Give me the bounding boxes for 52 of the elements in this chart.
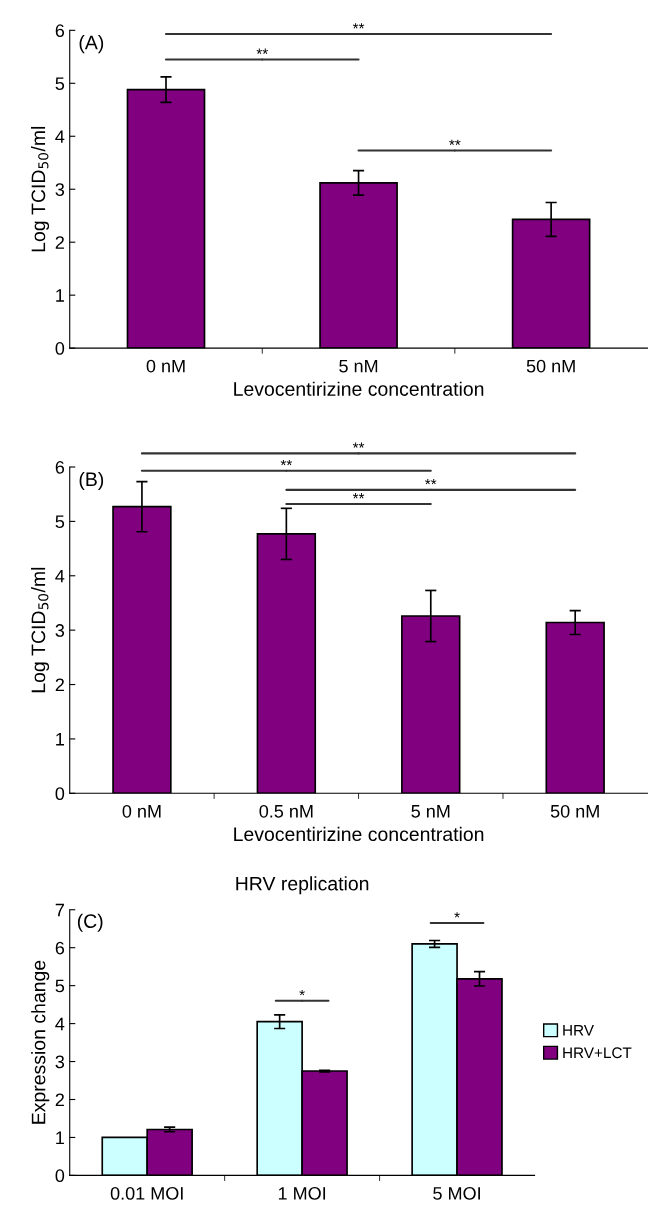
y-tick-label: 3	[55, 183, 65, 196]
annotation: **	[449, 139, 461, 146]
annotation: (B)	[79, 471, 104, 491]
x-tick-label: 1 MOI	[278, 1186, 326, 1200]
legend-label: HRV+LCT	[563, 1047, 632, 1059]
y-tick-label: 5	[55, 77, 65, 91]
x-tick-label: 5 MOI	[433, 1186, 480, 1200]
y-tick-label: 0	[55, 342, 65, 355]
annotation: **	[425, 478, 437, 485]
y-tick-label: 3	[55, 624, 65, 637]
y-tick-label: 1	[56, 1131, 64, 1144]
text: **	[352, 442, 365, 448]
y-tick-label: 5	[55, 979, 65, 993]
x-axis-title: Levocentirizine concentration	[234, 381, 484, 396]
y-tick-label: 5	[55, 515, 65, 529]
y-tick-label: 1	[56, 289, 64, 302]
y-tick-label: 6	[55, 460, 65, 474]
text: **	[280, 459, 293, 466]
text: **	[352, 23, 365, 29]
y-tick-label: 7	[55, 903, 64, 917]
x-tick-label: 0.5 nM	[259, 804, 313, 818]
y-tick-label: 2	[55, 1093, 64, 1107]
chart-title: HRV replication	[236, 876, 369, 895]
y-axis-title: Log TCID$_{50}$/ml	[30, 126, 50, 252]
y-tick-label: 2	[55, 678, 64, 692]
x-tick-label: 0.01 MOI	[110, 1186, 183, 1200]
x-tick-label: 0 nM	[146, 359, 185, 373]
x-axis-title: Levocentirizine concentration	[234, 826, 484, 842]
x-tick-label: 0 nM	[122, 804, 161, 818]
y-tick-label: 6	[55, 941, 65, 955]
y-tick-label: 6	[55, 24, 65, 38]
x-tick-label: 5 nM	[411, 805, 450, 818]
annotation: *	[299, 989, 305, 996]
annotation: (A)	[79, 35, 104, 54]
y-axis-title: Expression change	[31, 960, 50, 1124]
annotation: **	[256, 48, 268, 54]
y-axis-title: Log TCID$_{50}$/ml	[30, 567, 50, 693]
y-tick-label: 4	[55, 569, 65, 583]
y-tick-label: 4	[55, 1017, 65, 1031]
annotation: *	[454, 912, 460, 918]
y-tick-label: 0	[55, 1169, 65, 1183]
annotation: (C)	[77, 913, 103, 932]
y-tick-label: 3	[55, 1055, 65, 1069]
x-tick-label: 5 nM	[339, 359, 378, 373]
x-tick-label: 50 nM	[526, 359, 575, 373]
y-tick-label: 2	[55, 236, 64, 249]
y-tick-label: 1	[56, 733, 64, 746]
x-tick-label: 50 nM	[550, 804, 599, 818]
legend-label: HRV	[563, 1025, 594, 1036]
y-tick-label: 4	[55, 130, 65, 143]
y-tick-label: 0	[55, 787, 65, 801]
annotation: **	[352, 493, 365, 499]
